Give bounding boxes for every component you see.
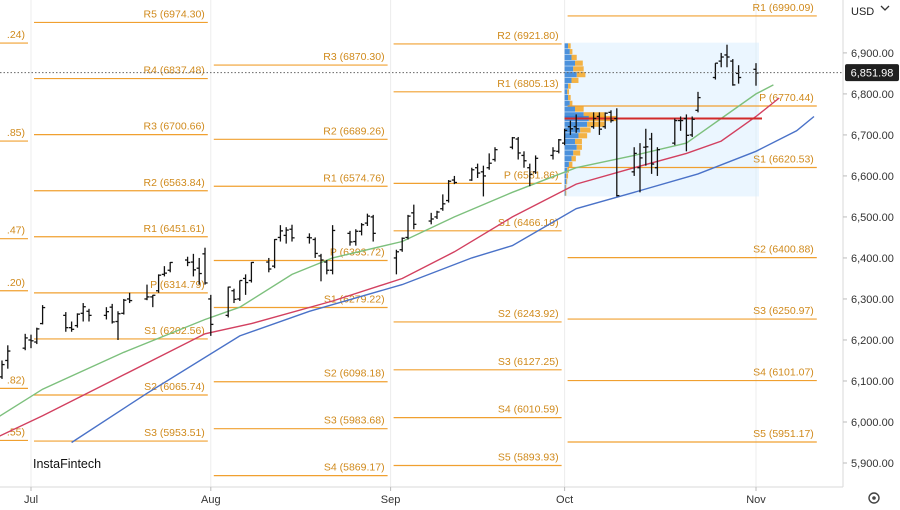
volume-profile-row-down	[575, 106, 584, 111]
price-tick-label: 6,900.00	[851, 48, 894, 60]
volume-profile-row-up	[565, 106, 575, 111]
volume-profile-row-up	[565, 191, 566, 196]
pivot-level-label: S5 (5893.93)	[498, 451, 559, 463]
pivot-level-label: R3 (6700.66)	[144, 121, 205, 133]
volume-profile-row-up	[565, 84, 568, 89]
pivot-level-label: R1 (6451.61)	[144, 223, 205, 235]
volume-profile-row-down	[575, 61, 583, 66]
pivot-level-label: R2 (6921.80)	[497, 30, 558, 42]
pivot-level-label: S1 (6279.22)	[324, 293, 385, 305]
pivot-level-label: R1 (6805.13)	[497, 78, 558, 90]
volume-profile-row-up	[565, 156, 572, 161]
volume-profile-row-down	[572, 78, 579, 83]
time-tick-label: Jul	[24, 494, 38, 506]
pivot-level-label: R2 (6563.84)	[144, 177, 205, 189]
volume-profile-row-up	[565, 150, 574, 155]
volume-profile-row-down	[573, 66, 583, 71]
volume-profile-row-up	[565, 173, 567, 178]
pivot-level-label: S1 (6620.53)	[753, 154, 814, 166]
volume-profile-row-down	[566, 179, 567, 184]
last-price-tag: 6,851.98	[845, 64, 899, 81]
pivot-level-label: S2 (6243.92)	[498, 308, 559, 320]
volume-profile-row-up	[565, 101, 570, 106]
volume-profile-row-up	[565, 95, 568, 100]
volume-profile-row-up	[565, 66, 574, 71]
volume-profile-row-up	[565, 78, 572, 83]
price-tick-label: 6,000.00	[851, 417, 894, 429]
time-tick-label: Oct	[556, 494, 573, 506]
pivot-level-label: R1 (6990.09)	[753, 2, 814, 14]
pivot-level-label: S1 (6466.19)	[498, 217, 559, 229]
pivot-level-label: S5 (5951.17)	[753, 428, 814, 440]
volume-profile-row-up	[565, 179, 567, 184]
price-tick-label: 6,500.00	[851, 212, 894, 224]
pivot-level-label: R1 (6574.76)	[323, 172, 384, 184]
time-tick-label: Aug	[201, 494, 221, 506]
volume-profile-row-up	[565, 49, 570, 54]
volume-profile-row-up	[565, 133, 579, 138]
pivot-level-label: S3 (6250.97)	[753, 305, 814, 317]
volume-profile-row-down	[578, 133, 587, 138]
pivot-level-label: R4 (6837.48)	[144, 65, 205, 77]
pivot-level-label: .20)	[7, 277, 25, 289]
volume-profile-row-up	[565, 43, 568, 48]
volume-profile-row-down	[573, 150, 580, 155]
pivot-level-label: .47)	[7, 225, 25, 237]
volume-profile-row-down	[566, 173, 568, 178]
pivot-level-label: S4 (5869.17)	[324, 462, 385, 474]
pivot-level-label: R3 (6870.30)	[323, 51, 384, 63]
pivot-level-label: .24)	[7, 29, 25, 41]
instafintech-logo: InstaFintech	[33, 457, 101, 471]
pivot-level-label: S2 (6400.88)	[753, 244, 814, 256]
time-tick-label: Sep	[381, 494, 401, 506]
currency-label[interactable]: USD	[851, 6, 874, 18]
pivot-level-label: S4 (6010.59)	[498, 404, 559, 416]
pivot-level-label: S2 (6065.74)	[144, 381, 205, 393]
pivot-level-label: P (6770.44)	[759, 92, 814, 104]
volume-profile-row-down	[569, 162, 572, 167]
volume-profile-row-up	[565, 55, 572, 60]
volume-profile-row-up	[565, 162, 569, 167]
volume-profile-row-up	[565, 61, 575, 66]
pivot-level-label: R5 (6974.30)	[144, 8, 205, 20]
volume-profile-row-down	[580, 127, 590, 132]
pivot-level-label: P (6581.86)	[504, 169, 559, 181]
pivot-level-label: S4 (6101.07)	[753, 367, 814, 379]
price-tick-label: 6,100.00	[851, 376, 894, 388]
volume-profile-row-down	[577, 145, 582, 150]
time-tick-label: Nov	[746, 494, 766, 506]
volume-profile-row-down	[568, 84, 571, 89]
pivot-level-label: S3 (6127.25)	[498, 356, 559, 368]
price-tick-label: 5,900.00	[851, 458, 894, 470]
price-tick-label: 6,600.00	[851, 171, 894, 183]
price-tick-label: 6,400.00	[851, 253, 894, 265]
price-tick-label: 6,200.00	[851, 335, 894, 347]
pivot-level-label: S3 (5983.68)	[324, 415, 385, 427]
price-tick-label: 6,300.00	[851, 294, 894, 306]
pivot-level-label: S1 (6202.56)	[144, 325, 205, 337]
volume-profile-row-down	[570, 101, 573, 106]
volume-profile-row-up	[565, 145, 577, 150]
volume-profile-row-down	[567, 89, 569, 94]
price-tick-label: 6,800.00	[851, 89, 894, 101]
price-tick-label: 6,700.00	[851, 130, 894, 142]
volume-profile-row-down	[565, 191, 566, 196]
pivot-level-label: .82)	[7, 374, 25, 386]
volume-profile-row-down	[572, 55, 577, 60]
volume-profile-row-down	[570, 49, 573, 54]
pivot-level-label: .85)	[7, 127, 25, 139]
pivot-level-label: R2 (6689.26)	[323, 125, 384, 137]
volume-profile-row-down	[587, 122, 604, 127]
volume-profile-row-up	[565, 89, 568, 94]
volume-profile-row-down	[568, 95, 571, 100]
volume-profile-row-down	[572, 156, 576, 161]
pivot-level-label: S2 (6098.18)	[324, 368, 385, 380]
volume-profile-row-down	[575, 139, 582, 144]
volume-profile-row-down	[568, 43, 571, 48]
last-price-value: 6,851.98	[851, 68, 894, 80]
pivot-level-label: S3 (5953.51)	[144, 427, 205, 439]
volume-profile-row-up	[565, 139, 575, 144]
